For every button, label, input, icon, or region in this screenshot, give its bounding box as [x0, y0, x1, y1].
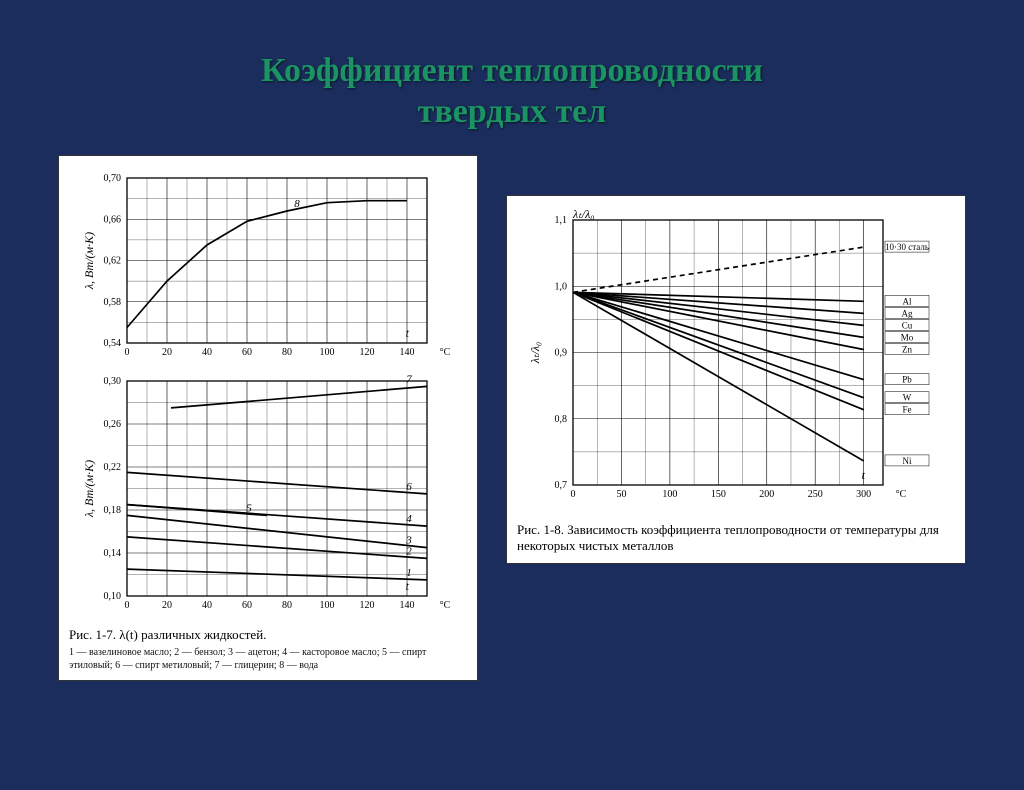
- svg-text:1,0: 1,0: [555, 281, 568, 292]
- svg-text:120: 120: [360, 347, 375, 358]
- figure-1-8-panel: 0 50 100 150 200 250 300 0,7 0,8 0,9 1,0 1,1 t °C λₜ/λ…: [506, 195, 966, 564]
- title-line2: твердых тел: [418, 93, 607, 130]
- svg-text:0,54: 0,54: [104, 338, 122, 349]
- svg-text:1,1: 1,1: [555, 215, 568, 226]
- svg-text:3: 3: [405, 535, 412, 547]
- svg-text:60: 60: [242, 347, 252, 358]
- svg-text:λ, Вт/(м·К): λ, Вт/(м·К): [82, 460, 96, 518]
- svg-text:Cu: Cu: [902, 321, 913, 331]
- svg-text:Fe: Fe: [903, 405, 912, 415]
- svg-text:Ni: Ni: [903, 456, 912, 466]
- svg-text:λₜ/λ₀: λₜ/λ₀: [572, 207, 594, 221]
- svg-text:0,62: 0,62: [104, 256, 122, 267]
- svg-text:0,18: 0,18: [104, 505, 122, 516]
- svg-text:t: t: [862, 468, 866, 482]
- figure-1-7-legend: 1 — вазелиновое масло; 2 — бензол; 3 — а…: [69, 647, 467, 672]
- svg-text:0,22: 0,22: [104, 462, 122, 473]
- svg-text:140: 140: [400, 600, 415, 611]
- content-row: 0204060801001201400,540,580,620,660,70t°…: [0, 155, 1024, 681]
- svg-text:Al: Al: [903, 296, 912, 306]
- svg-text:80: 80: [282, 347, 292, 358]
- svg-text:0,30: 0,30: [104, 376, 122, 387]
- svg-text:0,7: 0,7: [555, 480, 568, 491]
- svg-text:0,9: 0,9: [555, 348, 568, 359]
- figure-1-7-caption: Рис. 1-7. λ(t) различных жидкостей.: [69, 627, 467, 643]
- svg-text:°C: °C: [896, 489, 907, 500]
- svg-text:250: 250: [808, 489, 823, 500]
- svg-text:0,10: 0,10: [104, 591, 122, 602]
- svg-text:100: 100: [320, 347, 335, 358]
- svg-text:80: 80: [282, 600, 292, 611]
- figure-1-8-svg: 0 50 100 150 200 250 300 0,7 0,8 0,9 1,0 1,1 t °C λₜ/λ…: [517, 206, 955, 516]
- svg-text:6: 6: [406, 481, 412, 493]
- svg-text:t: t: [406, 326, 410, 340]
- page-title: Коэффициент теплопроводности твердых тел: [0, 23, 1024, 133]
- svg-text:0,8: 0,8: [555, 414, 568, 425]
- svg-text:2: 2: [406, 546, 412, 558]
- svg-text:10·30 сталь: 10·30 сталь: [885, 242, 929, 252]
- svg-text:0: 0: [571, 489, 576, 500]
- svg-text:°C: °C: [440, 347, 451, 358]
- svg-text:40: 40: [202, 347, 212, 358]
- svg-text:0,58: 0,58: [104, 297, 122, 308]
- svg-text:8: 8: [294, 198, 300, 210]
- svg-text:λ, Вт/(м·К): λ, Вт/(м·К): [82, 232, 96, 290]
- svg-text:50: 50: [616, 489, 626, 500]
- svg-text:20: 20: [162, 347, 172, 358]
- svg-text:100: 100: [662, 489, 677, 500]
- svg-text:7: 7: [406, 374, 412, 386]
- svg-text:40: 40: [202, 600, 212, 611]
- svg-text:100: 100: [320, 600, 335, 611]
- title-line1: Коэффициент теплопроводности: [261, 52, 763, 89]
- svg-text:Zn: Zn: [902, 345, 912, 355]
- svg-text:300: 300: [856, 489, 871, 500]
- svg-text:5: 5: [246, 503, 252, 515]
- svg-text:140: 140: [400, 347, 415, 358]
- svg-text:0,70: 0,70: [104, 173, 122, 184]
- svg-text:150: 150: [711, 489, 726, 500]
- svg-text:λₜ/λ₀: λₜ/λ₀: [528, 342, 542, 364]
- svg-text:t: t: [406, 579, 410, 593]
- svg-text:Mo: Mo: [901, 333, 914, 343]
- svg-text:0,14: 0,14: [104, 548, 122, 559]
- svg-text:W: W: [903, 393, 912, 403]
- figure-1-8-caption: Рис. 1-8. Зависимость коэффициента тепло…: [517, 522, 955, 555]
- svg-text:0: 0: [125, 347, 130, 358]
- svg-text:200: 200: [759, 489, 774, 500]
- figure-1-7-svg: 0204060801001201400,540,580,620,660,70t°…: [69, 166, 467, 621]
- svg-text:1: 1: [406, 567, 412, 579]
- svg-text:Pb: Pb: [902, 375, 912, 385]
- svg-text:0,26: 0,26: [104, 419, 122, 430]
- figure-1-7-panel: 0204060801001201400,540,580,620,660,70t°…: [58, 155, 478, 681]
- svg-text:60: 60: [242, 600, 252, 611]
- svg-text:Ag: Ag: [902, 308, 913, 318]
- svg-text:120: 120: [360, 600, 375, 611]
- svg-text:0: 0: [125, 600, 130, 611]
- svg-text:4: 4: [406, 513, 412, 525]
- svg-text:°C: °C: [440, 600, 451, 611]
- svg-text:0,66: 0,66: [104, 214, 122, 225]
- svg-text:20: 20: [162, 600, 172, 611]
